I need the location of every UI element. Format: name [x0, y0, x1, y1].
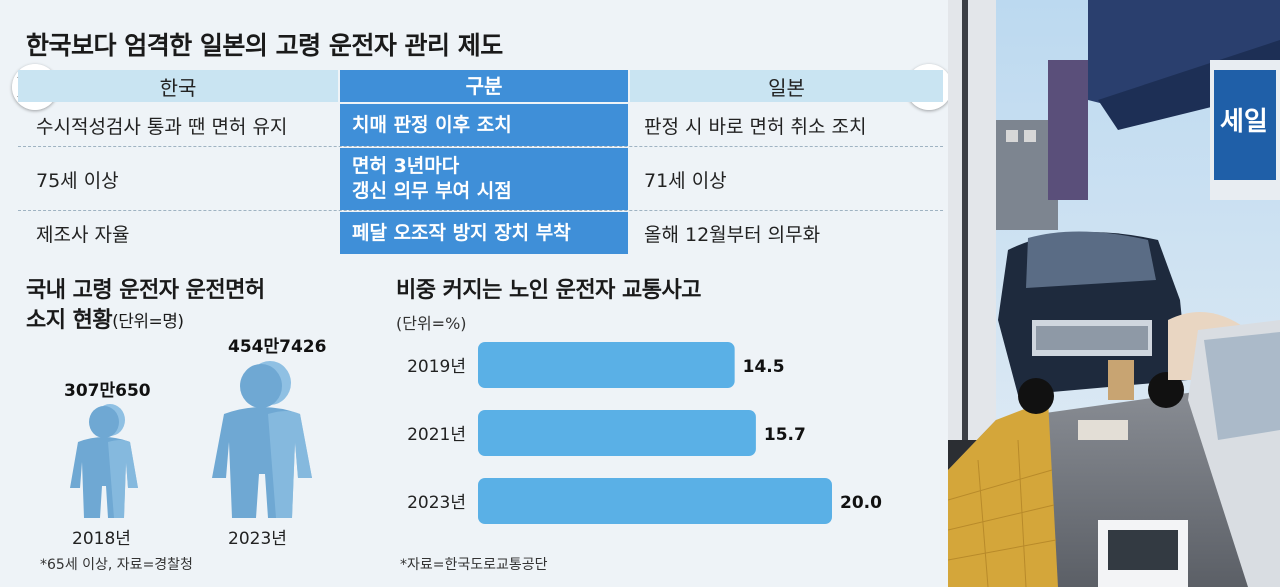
shop-sign: 세일: [1220, 107, 1268, 137]
header-category: 구분: [340, 70, 628, 102]
row-japan-value: 71세 이상: [644, 169, 727, 192]
row-korea-value: 제조사 자율: [36, 223, 130, 246]
license-value-2023: 454만7426: [228, 337, 327, 357]
license-chart-title: 국내 고령 운전자 운전면허 소지 현황(단위=명): [26, 276, 265, 337]
bar: [478, 478, 832, 524]
license-year-2018: 2018년: [72, 529, 131, 549]
row-korea-value: 수시적성검사 통과 땐 면허 유지: [36, 115, 288, 138]
row-category-line2: 갱신 의무 부여 시점: [352, 180, 512, 202]
row-korea-value: 75세 이상: [36, 169, 119, 192]
infographic: 한국보다 엄격한 일본의 고령 운전자 관리 제도 한국 구분 일본: [0, 0, 948, 587]
bar: [478, 410, 756, 456]
person-icon: [70, 404, 138, 518]
header-korea: 한국: [18, 70, 338, 102]
table-row: 수시적성검사 통과 땐 면허 유지 치매 판정 이후 조치 판정 시 바로 면허…: [18, 104, 943, 146]
chart-unit: (단위=%): [396, 314, 467, 333]
row-category-line1: 면허 3년마다: [352, 155, 460, 177]
bar-chart: 2019년 14.5 2021년 15.7 2023년 20.0: [407, 342, 882, 524]
license-chart-title-line1: 국내 고령 운전자 운전면허: [26, 278, 265, 303]
bar: [478, 342, 735, 388]
bar-category-label: 2023년: [407, 493, 466, 513]
row-category: 면허 3년마다 갱신 의무 부여 시점: [340, 148, 628, 210]
header-japan: 일본: [630, 70, 943, 102]
chart-source: *자료=한국도로교통공단: [400, 557, 548, 573]
license-chart-title-line2: 소지 현황: [26, 308, 113, 333]
table-header: 한국 구분 일본: [18, 70, 943, 102]
bar-category-label: 2021년: [407, 425, 466, 445]
row-category: 페달 오조작 방지 장치 부착: [340, 212, 628, 254]
bar-category-label: 2019년: [407, 357, 466, 377]
bar-value-label: 14.5: [743, 357, 785, 377]
row-japan-value: 판정 시 바로 면허 취소 조치: [644, 115, 867, 138]
street-scene-photo: 세일: [948, 0, 1280, 587]
bar-value-label: 15.7: [764, 425, 806, 445]
table-row: 제조사 자율 페달 오조작 방지 장치 부착 올해 12월부터 의무화: [18, 212, 943, 254]
chart-title: 비중 커지는 노인 운전자 교통사고: [396, 278, 702, 303]
license-year-2023: 2023년: [228, 529, 287, 549]
license-chart-unit: (단위=명): [112, 312, 184, 332]
license-value-2018: 307만650: [64, 381, 151, 401]
table-row: 75세 이상 면허 3년마다 갱신 의무 부여 시점 71세 이상: [18, 148, 943, 210]
photo-drawing: 세일: [948, 0, 1280, 587]
row-japan-value: 올해 12월부터 의무화: [644, 223, 821, 246]
person-icon: [212, 361, 312, 518]
row-category: 치매 판정 이후 조치: [340, 104, 628, 146]
main-title: 한국보다 엄격한 일본의 고령 운전자 관리 제도: [26, 31, 503, 60]
license-chart-note: *65세 이상, 자료=경찰청: [40, 557, 193, 573]
bar-value-label: 20.0: [840, 493, 882, 513]
